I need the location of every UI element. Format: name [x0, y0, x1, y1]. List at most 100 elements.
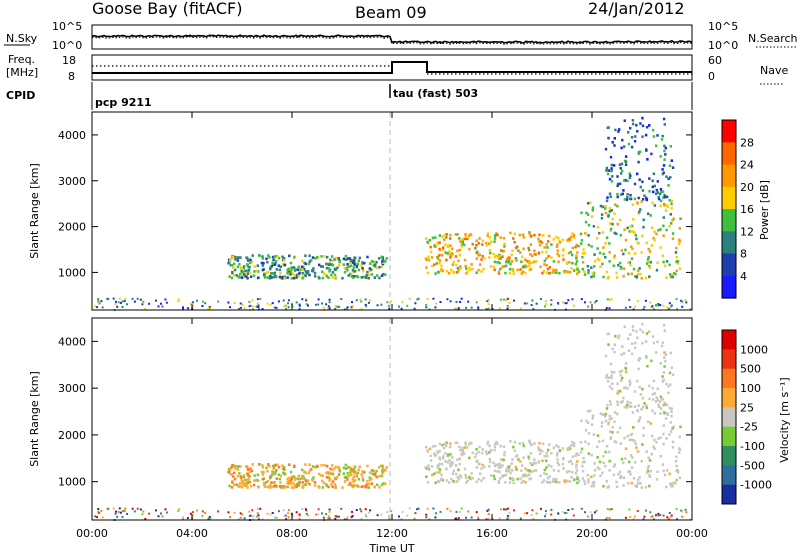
velocity-echo-cell — [308, 482, 311, 486]
velocity-echo-cell — [450, 461, 454, 464]
velocity-echo-cell — [349, 481, 352, 485]
velocity-echo-cell — [266, 485, 270, 489]
velocity-echo-cell — [475, 452, 478, 456]
power-echo-cell — [519, 251, 522, 254]
power-echo-cell — [610, 169, 613, 173]
velocity-echo-cell — [160, 512, 162, 515]
power-echo-cell — [244, 269, 247, 273]
power-echo-cell — [590, 275, 593, 279]
velocity-echo-cell — [630, 342, 634, 345]
velocity-echo-cell — [547, 448, 550, 452]
velocity-echo-cell — [486, 509, 489, 512]
power-echo-cell — [100, 300, 103, 303]
power-echo-cell — [513, 232, 516, 235]
velocity-echo-cell — [489, 474, 493, 477]
velocity-echo-cell — [645, 404, 648, 407]
power-echo-cell — [328, 298, 331, 301]
power-echo-cell — [523, 302, 526, 305]
velocity-echo-cell — [144, 517, 147, 520]
velocity-echo-cell — [627, 337, 630, 340]
velocity-echo-cell — [601, 439, 605, 443]
velocity-echo-cell — [507, 515, 510, 518]
power-echo-cell — [586, 202, 590, 205]
power-echo-cell — [251, 254, 254, 257]
velocity-echo-cell — [274, 471, 277, 474]
velocity-echo-cell — [253, 479, 256, 482]
power-echo-cell — [308, 254, 311, 258]
power-echo-cell — [641, 124, 645, 128]
power-echo-cell — [656, 180, 659, 183]
power-echo-cell — [272, 258, 275, 262]
power-echo-cell — [455, 263, 458, 267]
velocity-echo-cell — [237, 485, 240, 488]
velocity-echo-cell — [384, 482, 387, 486]
velocity-echo-cell — [436, 450, 439, 453]
velocity-echo-cell — [282, 509, 285, 512]
power-echo-cell — [648, 124, 651, 127]
power-echo-cell — [493, 268, 496, 272]
velocity-echo-cell — [661, 380, 664, 383]
power-echo-cell — [386, 301, 389, 304]
power-echo-cell — [530, 261, 534, 264]
power-echo-cell — [126, 303, 128, 306]
velocity-echo-cell — [620, 379, 623, 382]
velocity-echo-cell — [304, 483, 307, 487]
velocity-echo-cell — [449, 442, 452, 445]
velocity-echo-cell — [272, 481, 275, 485]
power-echo-cell — [318, 276, 321, 280]
power-echo-cell — [471, 267, 474, 271]
velocity-echo-cell — [528, 473, 531, 476]
velocity-echo-cell — [287, 509, 290, 511]
power-echo-cell — [334, 307, 337, 310]
power-echo-cell — [318, 263, 321, 267]
velocity-echo-cell — [375, 475, 378, 479]
velocity-echo-cell — [599, 412, 603, 416]
power-echo-cell — [451, 247, 454, 250]
velocity-echo-cell — [246, 478, 249, 482]
velocity-echo-cell — [608, 450, 611, 454]
power-echo-cell — [232, 266, 235, 269]
power-echo-cell — [240, 276, 244, 280]
power-echo-cell — [317, 303, 320, 306]
power-echo-cell — [380, 255, 383, 259]
velocity-echo-cell — [317, 513, 320, 516]
velocity-echo-cell — [558, 481, 561, 484]
velocity-echo-cell — [328, 511, 331, 513]
power-echo-cell — [290, 302, 293, 305]
power-echo-cell — [289, 261, 293, 265]
power-echo-cell — [298, 271, 301, 275]
power-echo-cell — [663, 123, 666, 126]
velocity-echo-cell — [265, 481, 268, 484]
velocity-colorbar-swatch — [722, 349, 736, 370]
power-echo-cell — [614, 203, 617, 206]
power-echo-cell — [641, 116, 644, 120]
power-echo-cell — [306, 271, 309, 275]
velocity-echo-cell — [571, 440, 574, 444]
power-echo-cell — [475, 239, 478, 242]
velocity-echo-cell — [311, 465, 315, 468]
power-echo-cell — [475, 271, 478, 274]
velocity-echo-cell — [380, 474, 383, 478]
power-echo-cell — [628, 298, 631, 301]
velocity-echo-cell — [557, 469, 560, 473]
power-echo-cell — [678, 227, 681, 230]
power-echo-cell — [532, 308, 535, 310]
velocity-echo-cell — [539, 448, 542, 452]
velocity-echo-cell — [428, 447, 432, 451]
power-echo-cell — [668, 164, 672, 168]
velocity-echo-cell — [304, 479, 308, 483]
velocity-echo-cell — [478, 445, 481, 449]
power-echo-cell — [121, 300, 124, 303]
velocity-echo-cell — [431, 445, 435, 448]
power-echo-cell — [572, 269, 576, 272]
velocity-echo-cell — [583, 479, 586, 483]
power-echo-cell — [659, 199, 663, 203]
velocity-echo-cell — [551, 480, 555, 483]
power-echo-cell — [584, 220, 588, 224]
velocity-echo-cell — [283, 515, 286, 518]
velocity-echo-cell — [321, 479, 324, 483]
power-echo-cell — [623, 198, 627, 201]
velocity-echo-cell — [313, 484, 317, 487]
power-echo-cell — [499, 236, 502, 239]
velocity-echo-cell — [586, 474, 589, 477]
